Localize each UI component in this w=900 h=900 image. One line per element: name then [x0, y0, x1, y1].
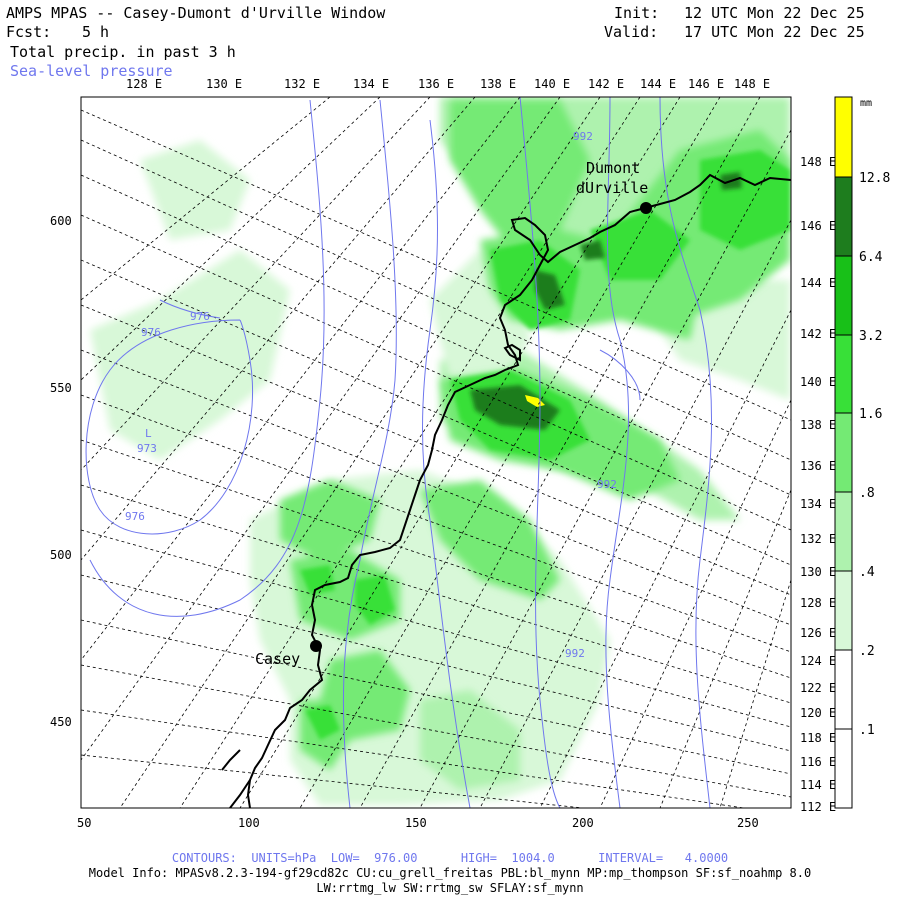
- isobar-label-992c: 992: [565, 647, 585, 660]
- low-pressure-value: 973: [137, 442, 157, 455]
- top-axis-label: 132 E: [284, 77, 321, 91]
- bottom-axis-label: 150: [405, 816, 427, 830]
- top-axis-label: 134 E: [353, 77, 390, 91]
- dumont-label: Dumont: [586, 159, 640, 177]
- colorbar-swatch-0-2: [835, 571, 852, 650]
- forecast-label: Fcst:: [6, 23, 52, 41]
- coastline: [221, 173, 791, 808]
- left-axis-label: 450: [50, 715, 72, 729]
- lat-lon-grid: [81, 97, 791, 808]
- bottom-axis-label: 200: [572, 816, 594, 830]
- init-time: 12 UTC Mon 22 Dec 25: [684, 4, 865, 22]
- right-axis-label: 118 E: [800, 731, 837, 745]
- colorbar-label: 3.2: [859, 329, 882, 344]
- right-axis-label: 112 E: [800, 800, 837, 814]
- colorbar-label: .1: [859, 723, 875, 738]
- contour-info: CONTOURS: UNITS=hPa LOW= 976.00 HIGH= 10…: [171, 851, 729, 865]
- top-axis-label: 146 E: [688, 77, 725, 91]
- forecast-hour: 5 h: [82, 23, 110, 41]
- right-axis-label: 126 E: [800, 626, 837, 640]
- colorbar-label: .2: [859, 644, 875, 659]
- right-axis-label: 142 E: [800, 327, 837, 341]
- overlay-name: Sea-level pressure: [10, 62, 173, 80]
- durville-label: dUrville: [576, 179, 648, 197]
- valid-label: Valid:: [604, 23, 659, 41]
- colorbar: mm 12.8 6.4 3.2 1.6 .8 .4 .2 .1: [834, 96, 890, 809]
- colorbar-unit: mm: [860, 98, 872, 109]
- isobar-label-992a: 992: [573, 130, 593, 143]
- colorbar-swatch-0-8: [835, 413, 852, 492]
- left-axis-label: 600: [50, 214, 72, 228]
- bottom-axis-label: 50: [77, 816, 92, 830]
- map-frame: [80, 96, 792, 809]
- bottom-axis-label: 250: [737, 816, 759, 830]
- model-info-2: LW:rrtmg_lw SW:rrtmg_sw SFLAY:sf_mynn: [316, 881, 584, 895]
- right-axis-label: 140 E: [800, 375, 837, 389]
- top-axis-label: 148 E: [734, 77, 771, 91]
- right-axis-label: 116 E: [800, 755, 837, 769]
- top-axis-label: 136 E: [418, 77, 455, 91]
- right-axis-label: 134 E: [800, 497, 837, 511]
- isobar-label-976b: 976: [141, 326, 161, 339]
- left-axis-label: 550: [50, 381, 72, 395]
- isobar-label-976c: 976: [125, 510, 145, 523]
- colorbar-swatch-6-4: [835, 177, 852, 256]
- low-pressure-marker: L: [145, 427, 152, 440]
- bottom-axis-label: 100: [238, 816, 260, 830]
- casey-label: Casey: [255, 650, 300, 668]
- colorbar-swatch-12-8: [835, 97, 852, 177]
- isobar-label-992b: 992: [597, 478, 617, 491]
- top-axis-label: 138 E: [480, 77, 517, 91]
- right-axis-label: 144 E: [800, 276, 837, 290]
- right-axis-label: 122 E: [800, 681, 837, 695]
- right-axis-label: 114 E: [800, 778, 837, 792]
- top-axis-label: 128 E: [126, 77, 163, 91]
- map-title: AMPS MPAS -- Casey-Dumont d'Urville Wind…: [6, 4, 386, 22]
- colorbar-label: 12.8: [859, 171, 890, 186]
- valid-time: 17 UTC Mon 22 Dec 25: [684, 23, 865, 41]
- field-name: Total precip. in past 3 h: [10, 43, 236, 61]
- colorbar-swatch-1-6: [835, 335, 852, 413]
- colorbar-label: .4: [859, 565, 875, 580]
- isobar-labels: 976 976 976 L 973 992 992 992: [125, 130, 617, 660]
- isobar-label-976a: 976: [190, 310, 210, 323]
- right-axis-label: 124 E: [800, 654, 837, 668]
- right-axis-label: 128 E: [800, 596, 837, 610]
- top-axis-label: 130 E: [206, 77, 243, 91]
- right-axis-label: 148 E: [800, 155, 837, 169]
- model-info: Model Info: MPASv8.2.3-194-gf29cd82c CU:…: [88, 866, 812, 880]
- right-axis-label: 132 E: [800, 532, 837, 546]
- casey-station-marker: [310, 640, 322, 652]
- dumont-durville-station-marker: [640, 202, 652, 214]
- top-axis-label: 144 E: [640, 77, 677, 91]
- left-axis-label: 500: [50, 548, 72, 562]
- init-label: Init:: [614, 4, 660, 22]
- colorbar-label: .8: [859, 486, 875, 501]
- right-axis-label: 146 E: [800, 219, 837, 233]
- top-axis-label: 142 E: [588, 77, 625, 91]
- right-axis-label: 136 E: [800, 459, 837, 473]
- right-axis-label: 120 E: [800, 706, 837, 720]
- colorbar-label: 1.6: [859, 407, 882, 422]
- colorbar-swatch-3-2: [835, 256, 852, 335]
- right-axis-label: 130 E: [800, 565, 837, 579]
- colorbar-swatch-0-4: [835, 492, 852, 571]
- map-plot-area: 976 976 976 L 973 992 992 992 Dumont dUr…: [81, 97, 791, 808]
- colorbar-label: 6.4: [859, 250, 883, 265]
- top-axis-label: 140 E: [534, 77, 571, 91]
- station-labels: Dumont dUrville Casey: [255, 159, 648, 668]
- isobars: [85, 97, 713, 808]
- right-axis-label: 138 E: [800, 418, 837, 432]
